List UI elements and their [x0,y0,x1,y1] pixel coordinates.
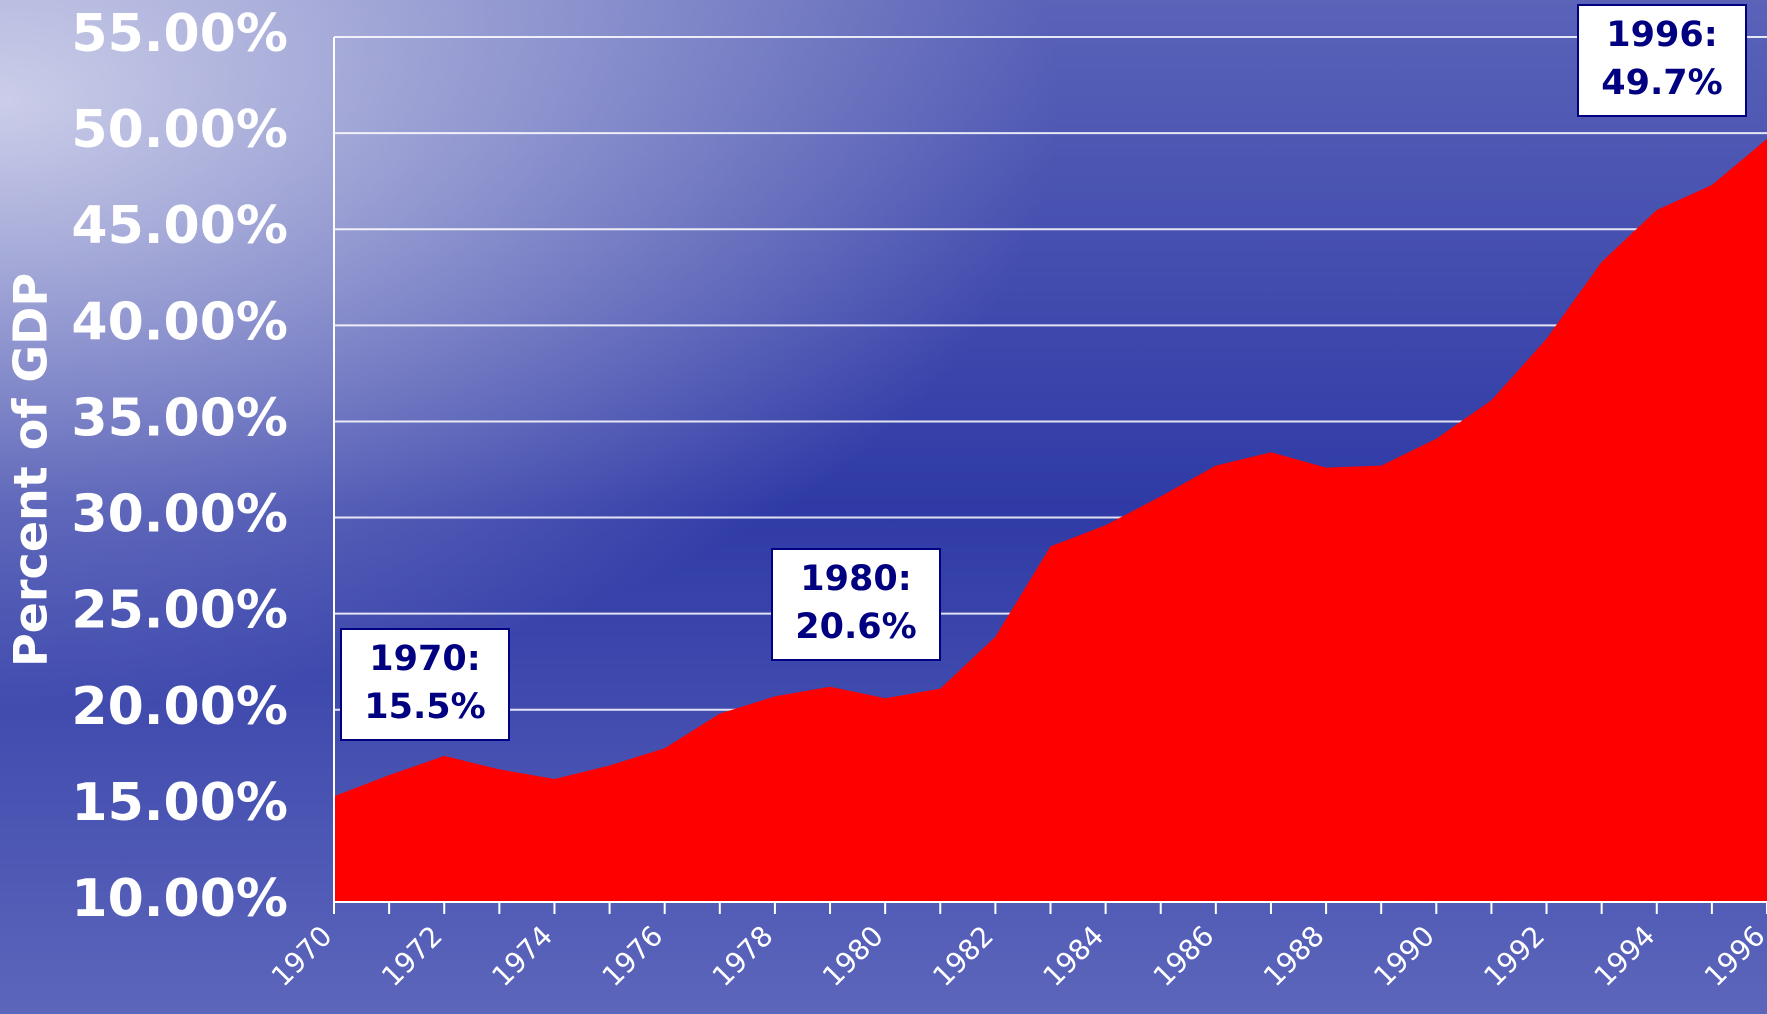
y-tick-label: 15.00% [71,773,288,833]
y-tick-label: 40.00% [71,292,288,352]
chart: Percent of GDP 10.00% 15.00% 20.00% 25.00% 3… [0,0,1767,1014]
y-tick-label: 20.00% [71,677,288,737]
y-tick-label: 55.00% [71,4,288,64]
annotation-text: 1970: [369,639,480,679]
annotation: 1970: 15.5% [341,629,509,740]
annotation-text: 1980: [800,559,911,599]
annotation-text: 49.7% [1601,63,1722,103]
y-tick-label: 35.00% [71,388,288,448]
annotation: 1996: 49.7% [1578,5,1746,116]
y-tick-label: 45.00% [71,196,288,256]
y-tick-label: 10.00% [71,869,288,929]
annotation: 1980: 20.6% [772,549,940,660]
y-tick-label: 25.00% [71,581,288,641]
annotation-text: 1996: [1606,15,1717,55]
y-tick-label: 50.00% [71,100,288,160]
annotation-text: 15.5% [364,687,485,727]
annotation-text: 20.6% [795,607,916,647]
y-tick-label: 30.00% [71,485,288,545]
y-axis-label: Percent of GDP [4,273,58,667]
